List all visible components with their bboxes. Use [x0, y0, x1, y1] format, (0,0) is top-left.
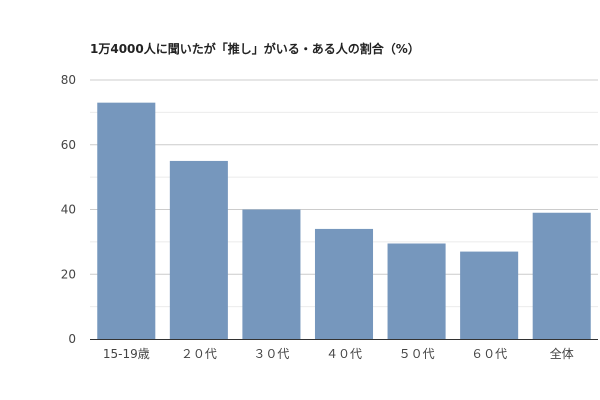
y-tick-label: 40: [61, 203, 76, 217]
x-tick-label: 15-19歳: [103, 347, 150, 361]
bar: [314, 228, 374, 339]
bar: [242, 209, 301, 339]
bar: [532, 212, 591, 339]
bar: [97, 102, 156, 339]
bar: [460, 251, 519, 339]
y-tick-label: 0: [68, 332, 76, 346]
y-tick-label: 80: [61, 73, 76, 87]
x-tick-label: ３０代: [253, 347, 289, 361]
x-tick-label: ５０代: [399, 347, 435, 361]
x-tick-label: 全体: [550, 346, 574, 361]
bar: [387, 243, 446, 339]
bar-layer: [97, 102, 591, 339]
y-tick-label: 20: [61, 267, 76, 281]
chart-title: 1万4000人に聞いたが「推し」がいる・ある人の割合（%）: [90, 42, 420, 56]
label-layer: 0 20 40 60 80 15-19歳 ２０代 ３０代 ４０代 ５０代 ６０代 全体: [61, 73, 574, 361]
y-tick-label: 60: [61, 138, 76, 152]
bar: [169, 160, 228, 339]
x-tick-label: ４０代: [326, 347, 362, 361]
x-tick-label: ６０代: [471, 347, 507, 361]
x-tick-label: ２０代: [181, 347, 217, 361]
